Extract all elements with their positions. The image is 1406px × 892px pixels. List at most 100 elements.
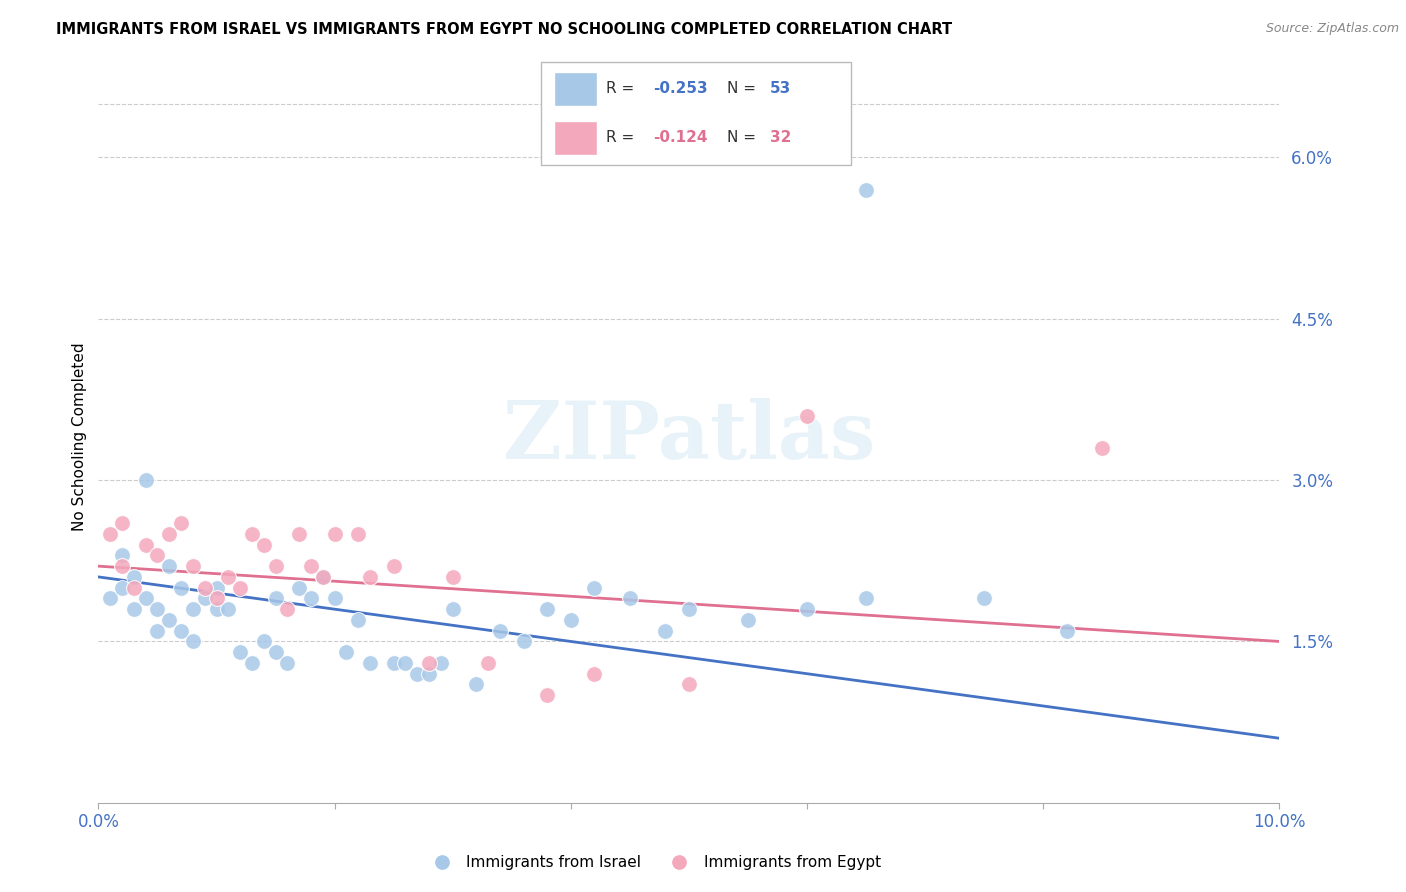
Point — [654, 624, 676, 638]
Text: -0.124: -0.124 — [652, 130, 707, 145]
Point — [264, 591, 287, 606]
Point — [170, 581, 193, 595]
Point — [264, 559, 287, 574]
Point — [382, 559, 405, 574]
Point — [560, 613, 582, 627]
Point — [359, 570, 381, 584]
Point — [359, 656, 381, 670]
Point — [335, 645, 357, 659]
Point — [122, 602, 145, 616]
Text: IMMIGRANTS FROM ISRAEL VS IMMIGRANTS FROM EGYPT NO SCHOOLING COMPLETED CORRELATI: IMMIGRANTS FROM ISRAEL VS IMMIGRANTS FRO… — [56, 22, 952, 37]
Point — [205, 581, 228, 595]
Point — [406, 666, 429, 681]
Point — [229, 581, 252, 595]
Point — [583, 666, 606, 681]
Point — [135, 538, 157, 552]
Point — [205, 591, 228, 606]
Point — [229, 645, 252, 659]
Point — [465, 677, 488, 691]
Point — [157, 613, 180, 627]
Point — [181, 559, 204, 574]
Point — [323, 527, 346, 541]
Point — [157, 527, 180, 541]
Point — [477, 656, 499, 670]
Point — [418, 656, 440, 670]
Point — [194, 581, 217, 595]
Point — [146, 624, 169, 638]
Text: Source: ZipAtlas.com: Source: ZipAtlas.com — [1265, 22, 1399, 36]
Text: R =: R = — [606, 81, 640, 96]
Point — [217, 570, 239, 584]
Point — [855, 183, 877, 197]
Text: R =: R = — [606, 130, 640, 145]
Point — [1091, 441, 1114, 455]
Text: 32: 32 — [770, 130, 792, 145]
Point — [441, 570, 464, 584]
FancyBboxPatch shape — [541, 62, 851, 165]
Text: 53: 53 — [770, 81, 792, 96]
Point — [111, 559, 134, 574]
Point — [240, 527, 263, 541]
Point — [111, 549, 134, 563]
Point — [536, 602, 558, 616]
Point — [347, 527, 370, 541]
Point — [678, 602, 700, 616]
Point — [312, 570, 335, 584]
Point — [181, 634, 204, 648]
Point — [98, 591, 121, 606]
Text: ZIPatlas: ZIPatlas — [503, 398, 875, 476]
Point — [737, 613, 759, 627]
Point — [135, 591, 157, 606]
Point — [299, 591, 322, 606]
Point — [489, 624, 512, 638]
Point — [217, 602, 239, 616]
Point — [418, 666, 440, 681]
Y-axis label: No Schooling Completed: No Schooling Completed — [72, 343, 87, 532]
Point — [122, 581, 145, 595]
Point — [1056, 624, 1078, 638]
Point — [170, 516, 193, 530]
Point — [240, 656, 263, 670]
Point — [678, 677, 700, 691]
Point — [323, 591, 346, 606]
Point — [146, 549, 169, 563]
Point — [796, 602, 818, 616]
Point — [536, 688, 558, 702]
Point — [512, 634, 534, 648]
Point — [194, 591, 217, 606]
Point — [98, 527, 121, 541]
Point — [583, 581, 606, 595]
Point — [111, 516, 134, 530]
Point — [276, 656, 298, 670]
Point — [181, 602, 204, 616]
Point — [135, 473, 157, 487]
Point — [394, 656, 416, 670]
Point — [205, 602, 228, 616]
Text: N =: N = — [727, 81, 761, 96]
Point — [347, 613, 370, 627]
FancyBboxPatch shape — [554, 71, 598, 105]
Point — [796, 409, 818, 423]
Point — [253, 634, 276, 648]
Point — [441, 602, 464, 616]
Legend: Immigrants from Israel, Immigrants from Egypt: Immigrants from Israel, Immigrants from … — [420, 848, 887, 876]
Point — [122, 570, 145, 584]
Point — [855, 591, 877, 606]
Point — [146, 602, 169, 616]
Point — [382, 656, 405, 670]
Text: -0.253: -0.253 — [652, 81, 707, 96]
Point — [170, 624, 193, 638]
Point — [312, 570, 335, 584]
Point — [619, 591, 641, 606]
Text: N =: N = — [727, 130, 761, 145]
Point — [264, 645, 287, 659]
Point — [430, 656, 453, 670]
Point — [276, 602, 298, 616]
Point — [288, 527, 311, 541]
FancyBboxPatch shape — [554, 121, 598, 155]
Point — [288, 581, 311, 595]
Point — [973, 591, 995, 606]
Point — [253, 538, 276, 552]
Point — [299, 559, 322, 574]
Point — [111, 581, 134, 595]
